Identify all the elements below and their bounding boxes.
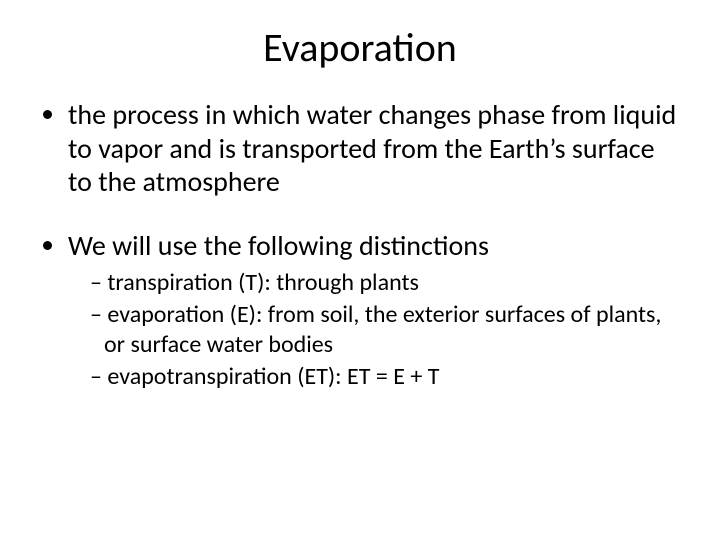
bullet-text: We will use the following distinctions (68, 228, 489, 263)
bullet-item: We will use the following distinctions t… (68, 229, 680, 393)
bullet-text: the process in which water changes phase… (68, 97, 676, 199)
sub-bullet-item: transpiration (T): through plants (90, 268, 680, 298)
sub-bullet-text: evaporation (E): from soil, the exterior… (104, 300, 661, 359)
sub-bullet-item: evapotranspiration (ET): ET = E + T (90, 362, 680, 392)
bullet-item: the process in which water changes phase… (68, 98, 680, 199)
bullet-list: the process in which water changes phase… (40, 98, 680, 392)
sub-bullet-item: evaporation (E): from soil, the exterior… (90, 300, 680, 360)
sub-bullet-text: transpiration (T): through plants (107, 268, 418, 297)
sub-bullet-list: transpiration (T): through plants evapor… (68, 268, 680, 392)
slide: Evaporation the process in which water c… (0, 0, 720, 540)
slide-title: Evaporation (40, 26, 680, 70)
sub-bullet-text: evapotranspiration (ET): ET = E + T (107, 362, 439, 391)
